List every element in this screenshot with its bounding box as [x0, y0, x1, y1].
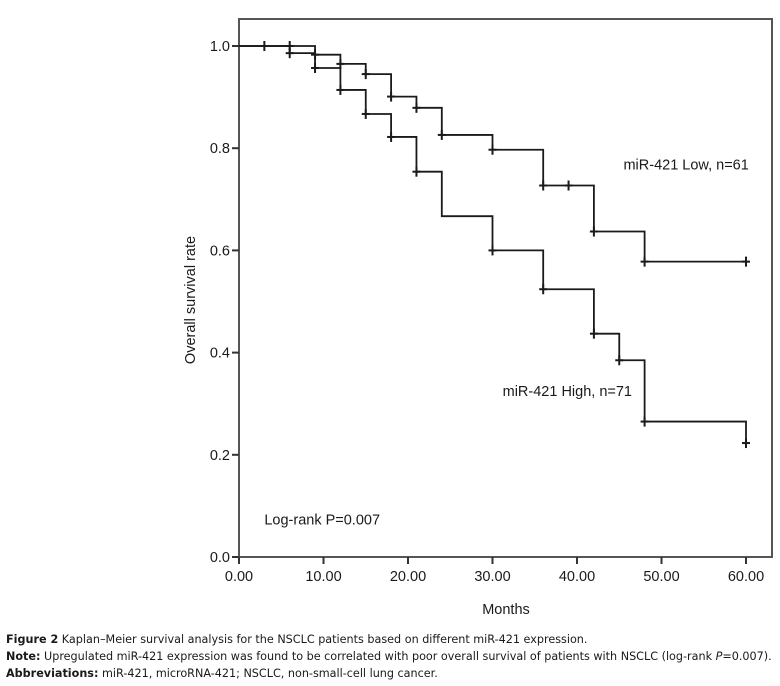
legend-label-low: miR-421 Low, n=61 — [623, 158, 748, 174]
censor-marks — [260, 41, 750, 449]
note-text-end: =0.007). — [722, 650, 772, 663]
caption-abbrev-line: Abbreviations: miR-421, microRNA-421; NS… — [6, 665, 776, 682]
note-text: Upregulated miR-421 expression was found… — [40, 650, 716, 663]
x-tick-label: 50.00 — [643, 569, 679, 585]
x-tick-label: 60.00 — [728, 569, 764, 585]
curve-high — [239, 45, 747, 444]
caption-note-line: Note: Upregulated miR-421 expression was… — [6, 648, 776, 665]
figure-text: Kaplan–Meier survival analysis for the N… — [58, 633, 588, 646]
x-tick-label: 20.00 — [390, 569, 426, 585]
abbrev-text: miR-421, microRNA-421; NSCLC, non-small-… — [98, 667, 438, 680]
x-tick-label: 0.00 — [225, 569, 253, 585]
y-tick-label: 0.6 — [210, 243, 230, 259]
log-rank-annotation: Log-rank P=0.007 — [264, 512, 380, 528]
y-tick-label: 1.0 — [210, 39, 230, 55]
x-axis-label: Months — [482, 602, 530, 618]
kaplan-meier-chart: 0.00 10.00 20.00 30.00 40.00 50.00 60.00 0.00.… — [183, 18, 773, 618]
y-tick-label: 0.8 — [210, 141, 230, 157]
abbrev-label: Abbreviations: — [6, 667, 99, 680]
y-axis-label: Overall survival rate — [183, 236, 199, 364]
x-tick-label: 30.00 — [474, 569, 510, 585]
x-axis: 0.00 10.00 20.00 30.00 40.00 50.00 60.00 — [225, 557, 764, 585]
x-tick-label: 10.00 — [305, 569, 341, 585]
note-p-italic: P — [715, 650, 723, 663]
figure-caption: Figure 2 Kaplan–Meier survival analysis … — [6, 631, 776, 682]
figure-label: Figure 2 — [6, 633, 59, 646]
y-tick-label: 0.4 — [210, 346, 230, 362]
note-label: Note: — [6, 650, 41, 663]
x-tick-label: 40.00 — [559, 569, 595, 585]
legend-label-high: miR-421 High, n=71 — [503, 384, 632, 400]
y-axis: 0.0 0.2 0.4 0.6 0.8 1.0 — [210, 39, 239, 566]
plot-frame — [238, 18, 773, 558]
caption-title-line: Figure 2 Kaplan–Meier survival analysis … — [6, 631, 776, 648]
y-tick-label: 0.2 — [210, 448, 230, 464]
y-tick-label: 0.0 — [210, 550, 230, 566]
survival-curves — [239, 45, 747, 444]
